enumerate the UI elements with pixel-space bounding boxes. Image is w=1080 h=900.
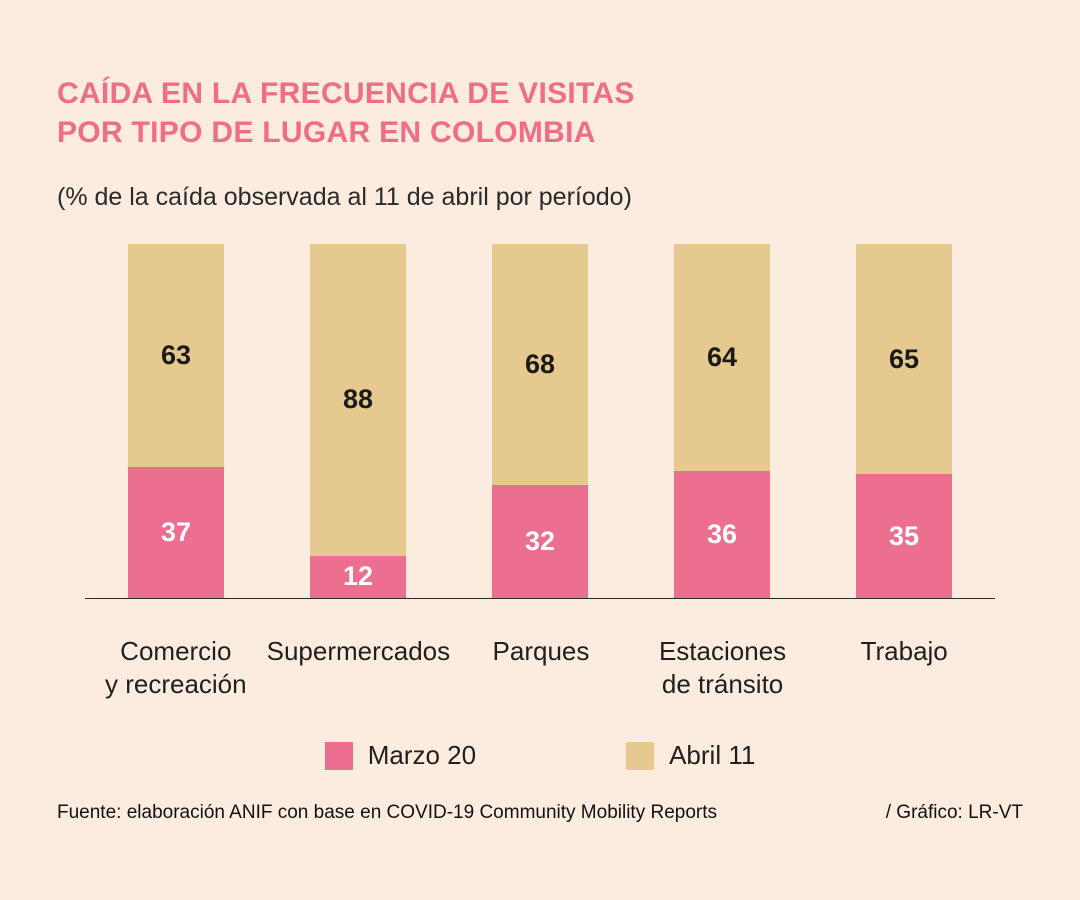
plot-area: 37 63 12 88 32 68 36 64 35 65	[85, 244, 995, 598]
bar-group: 35 65	[813, 244, 995, 598]
category-label: Estaciones de tránsito	[658, 636, 787, 699]
bar-group: 32 68	[449, 244, 631, 598]
footer: Fuente: elaboración ANIF con base en COV…	[0, 802, 1080, 824]
bar-segment-marzo-20: 32	[492, 484, 588, 598]
chart-subtitle: (% de la caída observada al 11 de abril …	[57, 183, 632, 211]
segment-value-label: 12	[342, 561, 374, 592]
segment-value-label: 32	[524, 525, 556, 556]
segment-value-label: 35	[888, 520, 920, 551]
legend-item: Marzo 20	[324, 740, 477, 771]
bar-segment-abril-11: 88	[310, 244, 406, 556]
stacked-bar: 12 88	[310, 244, 406, 598]
x-axis-line	[85, 598, 995, 599]
bar-segment-marzo-20: 35	[856, 474, 952, 598]
chart-title-line1: CAÍDA EN LA FRECUENCIA DE VISITAS	[57, 77, 635, 110]
segment-value-label: 36	[706, 518, 738, 549]
category-labels-row: Comercio y recreación Supermercados Parque…	[85, 635, 995, 701]
legend-swatch	[324, 741, 353, 770]
category-label: Trabajo	[860, 636, 948, 666]
chart-title-line2: POR TIPO DE LUGAR EN COLOMBIA	[57, 116, 596, 149]
chart-title: CAÍDA EN LA FRECUENCIA DE VISITAS POR TI…	[57, 74, 635, 152]
segment-value-label: 65	[888, 343, 920, 374]
legend-label: Abril 11	[669, 740, 756, 770]
source-text: Fuente: elaboración ANIF con base en COV…	[57, 802, 718, 823]
bar-segment-abril-11: 65	[856, 244, 952, 475]
category-label: Parques	[492, 636, 590, 666]
stacked-bar: 32 68	[492, 244, 588, 598]
legend-swatch	[626, 741, 655, 770]
bar-group: 12 88	[267, 244, 449, 598]
bar-segment-marzo-20: 37	[128, 467, 224, 598]
legend-item: Abril 11	[626, 740, 755, 771]
legend-label: Marzo 20	[367, 740, 477, 770]
segment-value-label: 63	[160, 340, 192, 371]
bar-segment-abril-11: 64	[674, 244, 770, 471]
bar-segment-abril-11: 63	[128, 244, 224, 468]
bar-segment-marzo-20: 12	[310, 555, 406, 598]
stacked-bar: 35 65	[856, 244, 952, 598]
category-label: Comercio y recreación	[104, 636, 247, 699]
category-label: Supermercados	[266, 636, 451, 666]
stacked-bar-chart: 37 63 12 88 32 68 36 64 35 65 Comercio y recreaci…	[85, 244, 995, 701]
segment-value-label: 88	[342, 384, 374, 415]
segment-value-label: 37	[160, 517, 192, 548]
legend: Marzo 20 Abril 11	[0, 740, 1080, 771]
credit-text: / Gráfico: LR-VT	[885, 802, 1023, 823]
bar-group: 37 63	[85, 244, 267, 598]
bar-segment-marzo-20: 36	[674, 470, 770, 598]
stacked-bar: 36 64	[674, 244, 770, 598]
segment-value-label: 64	[706, 341, 738, 372]
stacked-bar: 37 63	[128, 244, 224, 598]
segment-value-label: 68	[524, 348, 556, 379]
bar-group: 36 64	[631, 244, 813, 598]
bar-segment-abril-11: 68	[492, 244, 588, 485]
